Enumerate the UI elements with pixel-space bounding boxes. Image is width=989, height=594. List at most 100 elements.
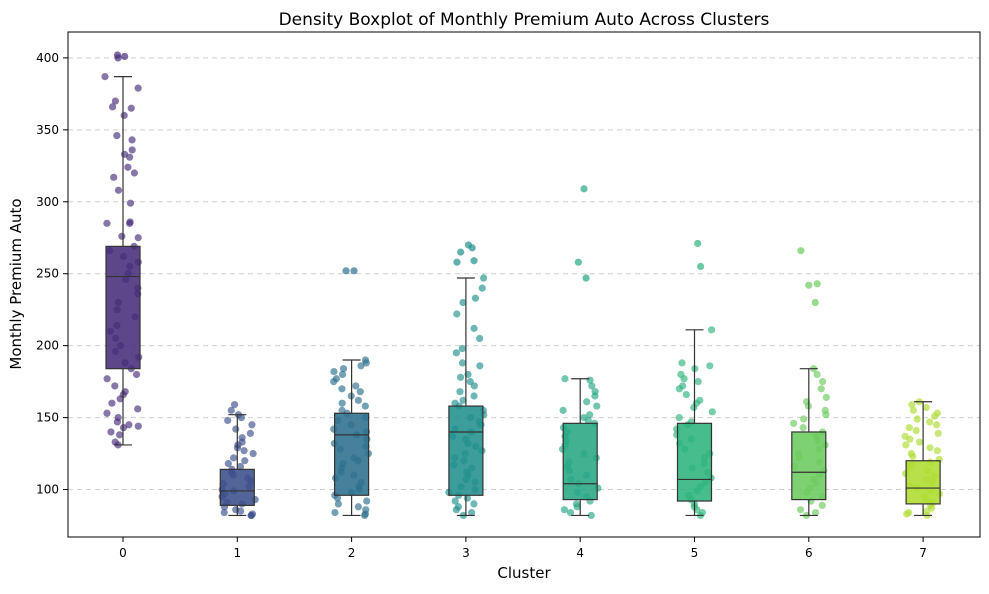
jitter-point <box>480 274 488 282</box>
jitter-point <box>126 153 134 161</box>
jitter-point <box>587 511 595 520</box>
box-iqr <box>219 468 255 506</box>
jitter-point <box>459 298 467 307</box>
box-iqr <box>562 422 598 501</box>
outlier-point <box>696 262 705 271</box>
jitter-point <box>232 425 240 433</box>
jitter-point <box>818 501 826 509</box>
jitter-point <box>134 84 142 92</box>
jitter-point <box>101 73 109 81</box>
outlier-point <box>342 267 350 275</box>
jitter-point <box>134 405 142 413</box>
x-tick-label: 1 <box>233 546 241 560</box>
jitter-point <box>799 424 807 432</box>
jitter-point <box>909 406 918 414</box>
jitter-point <box>458 344 466 353</box>
jitter-point <box>690 403 698 412</box>
jitter-point <box>126 199 135 207</box>
jitter-point <box>903 510 911 518</box>
y-axis-label: Monthly Premium Auto <box>7 198 25 369</box>
outlier-point <box>580 185 588 193</box>
x-tick-label: 3 <box>462 546 470 560</box>
x-tick-label: 0 <box>119 546 127 560</box>
jitter-point <box>361 511 369 520</box>
jitter-point <box>108 399 116 407</box>
jitter-point <box>926 444 934 452</box>
y-tick-label: 150 <box>36 411 59 425</box>
jitter-point <box>913 415 921 423</box>
x-tick-label: 7 <box>919 546 927 560</box>
jitter-point <box>560 506 569 514</box>
jitter-point <box>451 497 459 505</box>
jitter-point <box>909 452 917 461</box>
jitter-point <box>107 428 115 436</box>
jitter-point <box>478 284 486 292</box>
jitter-point <box>227 406 235 414</box>
jitter-point <box>113 418 121 426</box>
jitter-point <box>796 506 805 514</box>
jitter-point <box>452 349 460 357</box>
outlier-points <box>113 51 821 307</box>
y-tick-label: 100 <box>36 483 59 497</box>
jitter-point <box>588 382 596 390</box>
jitter-point <box>111 97 120 105</box>
jitter-point <box>468 508 476 517</box>
jitter-point <box>133 370 141 379</box>
jitter-point <box>694 378 702 386</box>
jitter-point <box>249 449 257 458</box>
jitter-point <box>230 401 239 409</box>
x-tick-label: 2 <box>348 546 356 560</box>
outlier-point <box>694 239 702 248</box>
jitter-point <box>357 362 365 370</box>
jitter-point <box>103 375 111 383</box>
jitter-point <box>675 413 683 422</box>
jitter-point <box>453 310 461 318</box>
jitter-point <box>110 173 118 181</box>
jitter-point <box>813 370 821 379</box>
box-iqr <box>676 422 713 502</box>
outlier-point <box>470 257 478 265</box>
y-axis-ticks: 100 150 200 250 300 350 400 <box>36 51 68 497</box>
jitter-point <box>584 416 592 425</box>
jitter-point <box>331 508 339 517</box>
jitter-point <box>819 378 827 386</box>
x-axis-ticks: 0 1 2 3 4 5 6 7 <box>119 537 927 560</box>
jitter-point <box>240 447 248 455</box>
jitter-point <box>118 232 126 240</box>
jitter-point <box>130 169 139 177</box>
jitter-point <box>124 163 132 171</box>
jitter-point <box>459 396 467 404</box>
jitter-point <box>822 411 830 419</box>
jitter-point <box>706 362 714 370</box>
jitter-point <box>224 460 232 468</box>
jitter-point <box>120 111 128 120</box>
jitter-point <box>126 219 134 227</box>
jitter-point <box>470 382 478 390</box>
jitter-point <box>573 503 581 511</box>
jitter-point <box>931 412 939 420</box>
jitter-point <box>103 409 111 417</box>
jitter-point <box>476 362 484 370</box>
jitter-point <box>247 511 255 520</box>
plot-frame <box>67 31 981 538</box>
box-iqr <box>334 412 370 496</box>
jitter-point <box>817 385 825 393</box>
box-iqr <box>105 245 141 370</box>
jitter-point <box>111 382 119 390</box>
jitter-point <box>933 447 942 455</box>
jitter-point <box>707 326 716 334</box>
jitter-point <box>125 421 133 429</box>
jitter-point <box>452 506 460 514</box>
jitter-point <box>902 441 910 449</box>
box-iqr <box>448 405 484 496</box>
outlier-point <box>114 54 122 62</box>
jitter-point <box>128 146 136 154</box>
jitter-point <box>116 431 124 439</box>
jitter-point <box>362 359 370 367</box>
jitter-point <box>458 359 467 367</box>
jitter-point <box>134 422 142 430</box>
outlier-point <box>582 274 590 282</box>
box-iqr <box>905 460 941 505</box>
